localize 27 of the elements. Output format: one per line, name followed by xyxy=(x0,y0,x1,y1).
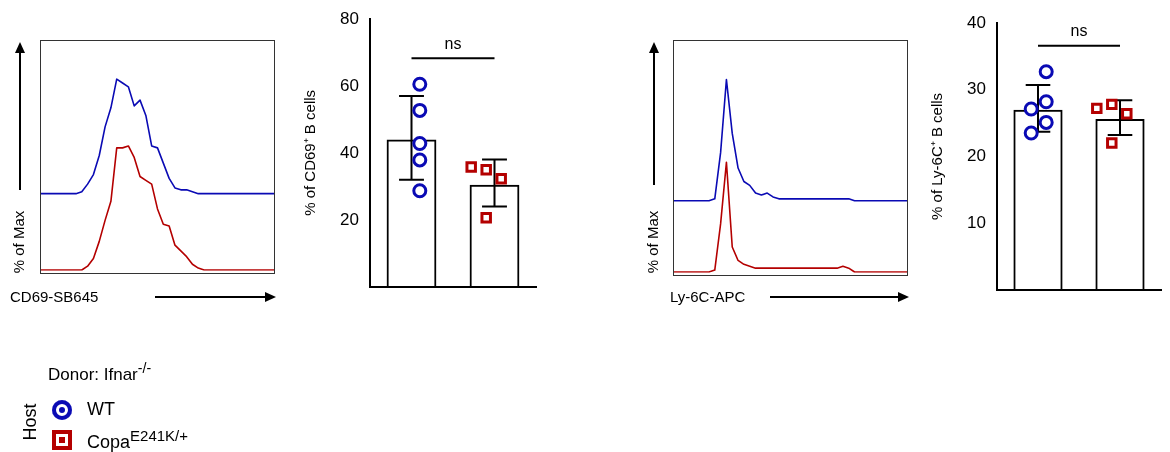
y-tick-label: 40 xyxy=(340,142,359,162)
x-axis-title: CD69-SB645 xyxy=(10,288,99,305)
legend-label: Copa$^{E241K/+}$ xyxy=(87,426,188,452)
y-tick-label: 20 xyxy=(340,209,359,229)
legend-label: WT xyxy=(87,399,115,421)
text: Host xyxy=(19,403,41,441)
point xyxy=(412,136,428,152)
point xyxy=(480,163,492,176)
y-axis-title: % of Max xyxy=(643,210,661,274)
annotation: ns xyxy=(444,34,462,52)
y-tick-label: 30 xyxy=(967,79,986,99)
y-tick-label: 60 xyxy=(340,75,359,95)
point xyxy=(412,76,428,92)
y-tick-label: 80 xyxy=(340,8,359,28)
legend-title: Donor: Ifnar$^{-/-}$ xyxy=(48,360,153,385)
y-axis-title: % of Ly-6C⁺ B cells xyxy=(928,92,946,220)
point xyxy=(412,183,428,199)
y-axis-title: % of CD69⁺ B cells xyxy=(301,89,319,216)
y-tick-label: 20 xyxy=(967,146,986,166)
point xyxy=(412,102,428,118)
x-axis-title: Ly-6C-APC xyxy=(670,288,746,305)
y-axis-title: % of Max xyxy=(9,210,27,274)
y-tick-label: 10 xyxy=(967,212,986,232)
point xyxy=(412,152,428,168)
point xyxy=(480,212,492,224)
annotation: ns xyxy=(1070,22,1088,40)
y-tick-label: 40 xyxy=(967,12,986,32)
